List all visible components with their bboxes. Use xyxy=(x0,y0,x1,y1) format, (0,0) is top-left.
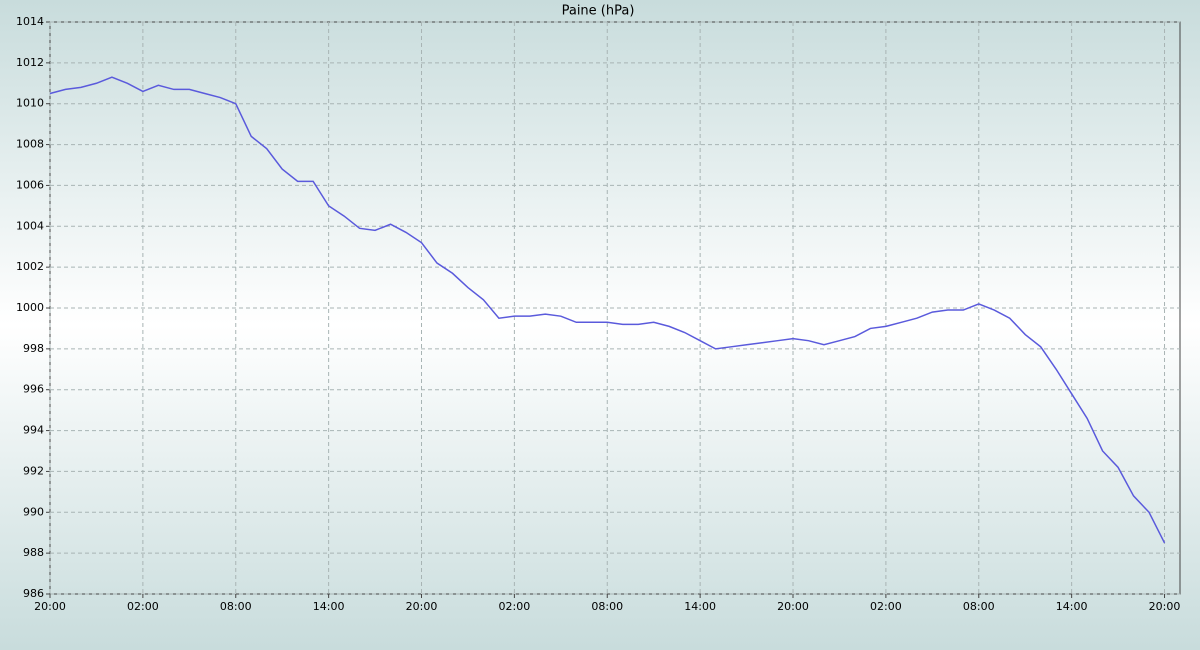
y-tick-label: 988 xyxy=(23,546,44,559)
x-tick-label: 20:00 xyxy=(1149,600,1181,613)
y-tick-label: 1010 xyxy=(16,97,44,110)
x-tick-label: 02:00 xyxy=(127,600,159,613)
x-tick-label: 14:00 xyxy=(1056,600,1088,613)
y-tick-label: 1004 xyxy=(16,219,44,232)
y-tick-label: 1000 xyxy=(16,301,44,314)
y-tick-label: 1014 xyxy=(16,15,44,28)
y-tick-label: 1002 xyxy=(16,260,44,273)
x-tick-label: 02:00 xyxy=(499,600,531,613)
y-tick-label: 992 xyxy=(23,464,44,477)
x-tick-label: 08:00 xyxy=(963,600,995,613)
x-tick-label: 08:00 xyxy=(220,600,252,613)
y-tick-label: 1012 xyxy=(16,56,44,69)
x-tick-label: 20:00 xyxy=(34,600,66,613)
x-tick-label: 14:00 xyxy=(684,600,716,613)
y-tick-label: 990 xyxy=(23,505,44,518)
y-tick-label: 1008 xyxy=(16,138,44,151)
x-tick-label: 14:00 xyxy=(313,600,345,613)
x-tick-label: 20:00 xyxy=(777,600,809,613)
x-tick-label: 02:00 xyxy=(870,600,902,613)
chart-title: Paine (hPa) xyxy=(562,4,635,19)
y-tick-label: 996 xyxy=(23,383,44,396)
y-tick-label: 994 xyxy=(23,424,44,437)
y-tick-label: 1006 xyxy=(16,178,44,191)
y-tick-label: 986 xyxy=(23,587,44,600)
y-tick-label: 998 xyxy=(23,342,44,355)
data-line xyxy=(49,76,1166,544)
x-tick-label: 08:00 xyxy=(591,600,623,613)
x-tick-label: 20:00 xyxy=(406,600,438,613)
